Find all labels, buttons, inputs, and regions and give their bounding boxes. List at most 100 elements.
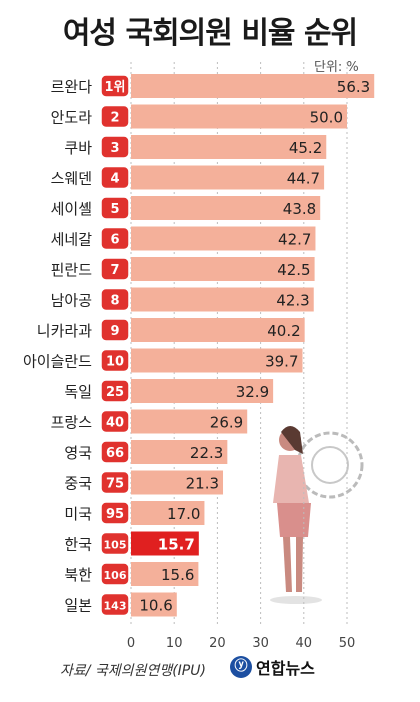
- value-label: 17.0: [167, 505, 200, 523]
- bar: [131, 440, 228, 464]
- rank-badge: [100, 501, 130, 525]
- country-label: 북한: [64, 566, 92, 584]
- chart-title: 여성 국회의원 비율 순위: [62, 16, 358, 51]
- x-tick-label: 10: [166, 636, 183, 651]
- rank-badge: [100, 379, 130, 403]
- value-label: 32.9: [236, 383, 269, 401]
- rank-label: 10: [106, 355, 124, 370]
- bar: [131, 318, 305, 342]
- value-label: 39.7: [265, 353, 298, 371]
- country-label: 프랑스: [51, 414, 93, 432]
- value-label: 56.3: [337, 78, 370, 96]
- rank-badge: [100, 470, 130, 495]
- country-label: 독일: [64, 383, 92, 401]
- value-label: 42.3: [276, 292, 309, 310]
- bar: [131, 501, 205, 525]
- value-label: 40.2: [267, 322, 300, 340]
- woman-illustration: [270, 426, 364, 604]
- value-label: 43.8: [283, 200, 316, 218]
- country-label: 세네갈: [51, 231, 93, 249]
- rank-badge: [100, 409, 130, 434]
- bar: [131, 348, 303, 373]
- rank-label: 7: [110, 263, 119, 278]
- country-label: 르완다: [51, 78, 93, 96]
- value-label: 15.7: [158, 536, 195, 554]
- rank-label: 1위: [104, 80, 125, 95]
- rank-label: 5: [110, 202, 119, 217]
- rank-badge: [100, 287, 130, 312]
- rank-badge: [100, 104, 130, 129]
- value-label: 42.5: [277, 261, 310, 279]
- country-label: 남아공: [51, 292, 92, 310]
- bar: [131, 226, 316, 251]
- rank-badge: [100, 257, 130, 281]
- bar: [131, 135, 327, 159]
- bar: [131, 470, 224, 495]
- value-label: 42.7: [278, 231, 311, 249]
- rank-badge: [100, 196, 130, 220]
- country-label: 중국: [64, 475, 92, 493]
- country-label: 안도라: [51, 109, 93, 127]
- rank-badge: [100, 165, 130, 190]
- x-tick-label: 20: [209, 636, 226, 651]
- rank-label: 3: [110, 141, 119, 156]
- rank-label: 4: [110, 172, 119, 187]
- rank-badge: [100, 531, 130, 556]
- value-label: 10.6: [139, 597, 172, 615]
- country-label: 니카라과: [37, 322, 92, 340]
- value-label: 21.3: [186, 475, 219, 493]
- rank-badge: [100, 440, 130, 464]
- bar: [131, 562, 199, 586]
- rank-badge: [100, 348, 130, 373]
- bar: [131, 257, 315, 281]
- yonhap-logo: ⓨ 연합뉴스: [230, 655, 315, 679]
- rank-label: 106: [104, 569, 127, 582]
- bar: [131, 287, 314, 312]
- x-tick-label: 0: [127, 636, 135, 651]
- country-label: 세이셸: [51, 200, 92, 218]
- rank-label: 105: [104, 539, 127, 552]
- rank-badge: [100, 135, 130, 159]
- bar: [131, 531, 199, 556]
- source-note: 자료/ 국제의원연맹(IPU): [60, 663, 206, 679]
- rank-label: 9: [110, 324, 119, 339]
- rank-badge: [100, 74, 130, 98]
- unit-label: 단위: %: [314, 60, 359, 75]
- country-label: 일본: [64, 597, 92, 615]
- rank-label: 40: [106, 416, 124, 431]
- x-tick-label: 40: [296, 636, 313, 651]
- value-label: 45.2: [289, 139, 322, 157]
- bar: [131, 74, 375, 98]
- country-label: 한국: [64, 536, 92, 554]
- rank-label: 8: [110, 294, 119, 309]
- yonhap-logo-text: 연합뉴스: [256, 659, 315, 678]
- x-tick-label: 50: [339, 636, 356, 651]
- country-label: 핀란드: [51, 261, 93, 279]
- rank-label: 143: [104, 600, 127, 613]
- value-label: 50.0: [310, 109, 343, 127]
- value-label: 22.3: [190, 444, 223, 462]
- rank-label: 95: [106, 507, 124, 522]
- rank-badge: [100, 318, 130, 342]
- bar: [131, 379, 274, 403]
- bar: [131, 409, 248, 434]
- rank-label: 6: [110, 233, 119, 248]
- bar: [131, 196, 321, 220]
- country-label: 스웨덴: [51, 170, 92, 188]
- assembly-emblem-icon: [296, 431, 364, 499]
- country-label: 미국: [64, 505, 92, 523]
- rank-badge: [100, 592, 130, 617]
- rank-label: 66: [106, 446, 124, 461]
- bar: [131, 592, 177, 617]
- rank-label: 2: [110, 111, 119, 126]
- value-label: 15.6: [161, 566, 194, 584]
- bar: [131, 104, 347, 129]
- yonhap-logo-icon: ⓨ: [230, 656, 252, 678]
- country-label: 쿠바: [64, 139, 92, 157]
- country-label: 영국: [64, 444, 92, 462]
- x-tick-label: 30: [252, 636, 269, 651]
- rank-label: 25: [106, 385, 124, 400]
- rank-badge: [100, 562, 130, 586]
- country-label: 아이슬란드: [23, 353, 92, 371]
